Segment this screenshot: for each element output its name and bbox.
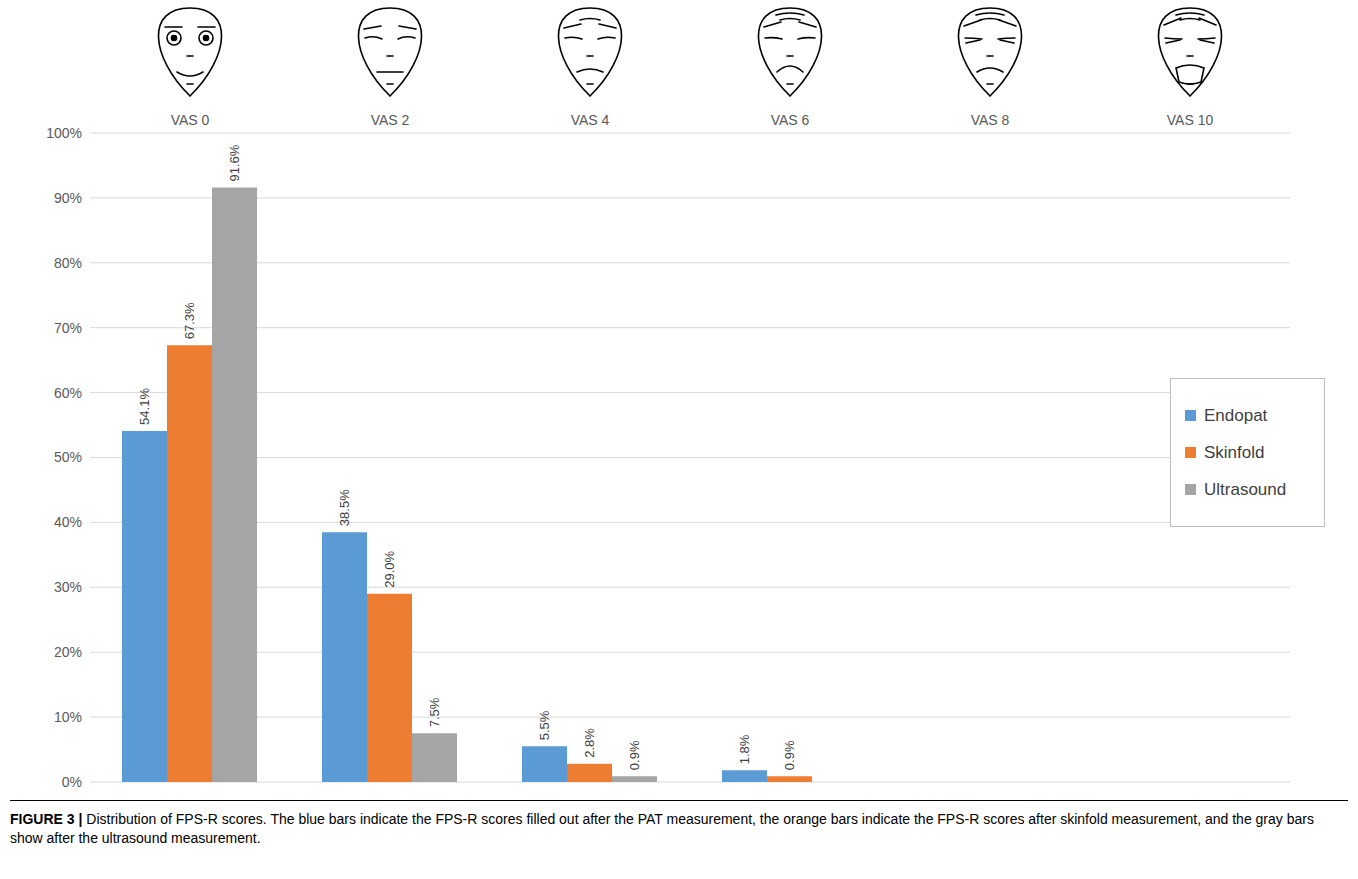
svg-text:70%: 70% <box>54 320 82 336</box>
svg-text:1.8%: 1.8% <box>737 734 752 764</box>
html-text:FIGURE 3 | Distribution of FPS: FIGURE 3 | Distribution of FPS-R scores.… <box>10 811 1314 846</box>
html-text:Endopat: Endopat <box>1204 405 1268 425</box>
svg-text:90%: 90% <box>54 190 82 206</box>
svg-text:100%: 100% <box>46 125 82 141</box>
svg-text:54.1%: 54.1% <box>137 388 152 425</box>
svg-text:VAS 10: VAS 10 <box>1167 112 1214 128</box>
svg-text:VAS 2: VAS 2 <box>371 112 410 128</box>
svg-text:5.5%: 5.5% <box>537 710 552 740</box>
svg-text:91.6%: 91.6% <box>227 144 242 181</box>
svg-text:VAS 0: VAS 0 <box>171 112 210 128</box>
svg-text:80%: 80% <box>54 255 82 271</box>
svg-text:0.9%: 0.9% <box>627 740 642 770</box>
svg-text:20%: 20% <box>54 644 82 660</box>
svg-text:40%: 40% <box>54 514 82 530</box>
svg-text:0.9%: 0.9% <box>782 740 797 770</box>
svg-text:VAS 4: VAS 4 <box>571 112 610 128</box>
svg-text:50%: 50% <box>54 449 82 465</box>
svg-text:2.8%: 2.8% <box>582 728 597 758</box>
html-text:Ultrasound: Ultrasound <box>1204 479 1287 499</box>
svg-text:30%: 30% <box>54 579 82 595</box>
svg-text:29.0%: 29.0% <box>382 550 397 587</box>
svg-text:7.5%: 7.5% <box>427 697 442 727</box>
svg-text:VAS 6: VAS 6 <box>771 112 810 128</box>
svg-text:0%: 0% <box>62 774 82 790</box>
svg-text:VAS 8: VAS 8 <box>971 112 1010 128</box>
html-text:Skinfold: Skinfold <box>1204 442 1265 462</box>
svg-text:67.3%: 67.3% <box>182 302 197 339</box>
svg-text:60%: 60% <box>54 385 82 401</box>
svg-text:10%: 10% <box>54 709 82 725</box>
svg-text:38.5%: 38.5% <box>337 489 352 526</box>
